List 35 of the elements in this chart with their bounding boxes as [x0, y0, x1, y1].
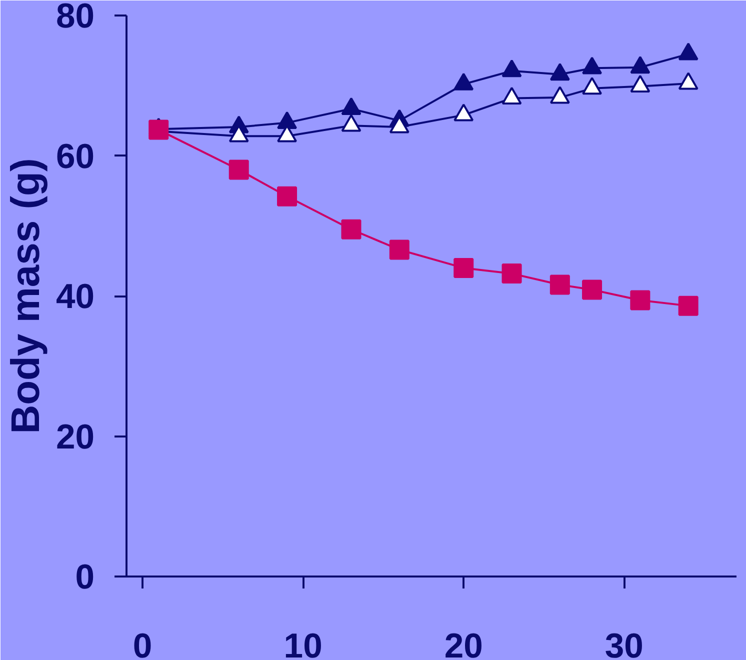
point	[502, 86, 522, 104]
point	[454, 104, 474, 122]
y-tick-label: 20	[56, 418, 95, 456]
point	[582, 77, 602, 95]
point	[454, 258, 474, 278]
y-axis-title: Body mass (g)	[4, 158, 48, 434]
point	[502, 60, 522, 78]
point	[582, 56, 602, 74]
point	[582, 280, 602, 300]
x-tick-label: 0	[132, 628, 152, 660]
point	[630, 74, 650, 93]
x-tick-label: 10	[284, 628, 322, 660]
point	[277, 186, 298, 206]
point	[341, 114, 362, 132]
point	[550, 86, 570, 104]
point	[228, 160, 249, 180]
point	[678, 72, 698, 90]
x-tick-label: 20	[444, 628, 483, 660]
point	[678, 296, 698, 316]
y-tick-label: 60	[56, 138, 95, 176]
y-tick-label: 40	[56, 278, 95, 316]
point	[454, 72, 474, 90]
point	[502, 264, 522, 284]
point	[389, 240, 410, 260]
point	[550, 63, 570, 81]
x-tick-label: 30	[604, 628, 644, 660]
point	[630, 56, 650, 74]
point	[277, 111, 298, 129]
y-tick-label: 0	[75, 558, 95, 596]
point	[341, 97, 362, 115]
point	[550, 274, 570, 295]
point	[341, 219, 362, 240]
point	[630, 290, 650, 310]
y-tick-label: 80	[56, 0, 95, 36]
point	[678, 42, 698, 60]
